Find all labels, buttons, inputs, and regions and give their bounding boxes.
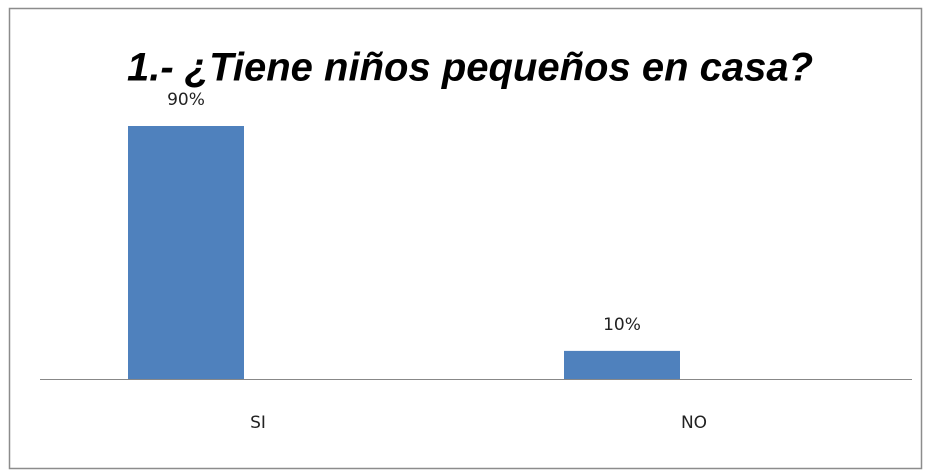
data-label: 10% xyxy=(603,315,641,335)
chart-title: 1.- ¿Tiene niños pequeños en casa? xyxy=(127,46,813,90)
x-tick-label: SI xyxy=(250,413,266,433)
data-label: 90% xyxy=(167,90,205,110)
bar xyxy=(564,350,680,379)
bar xyxy=(128,126,244,379)
x-tick-label: NO xyxy=(681,413,707,433)
